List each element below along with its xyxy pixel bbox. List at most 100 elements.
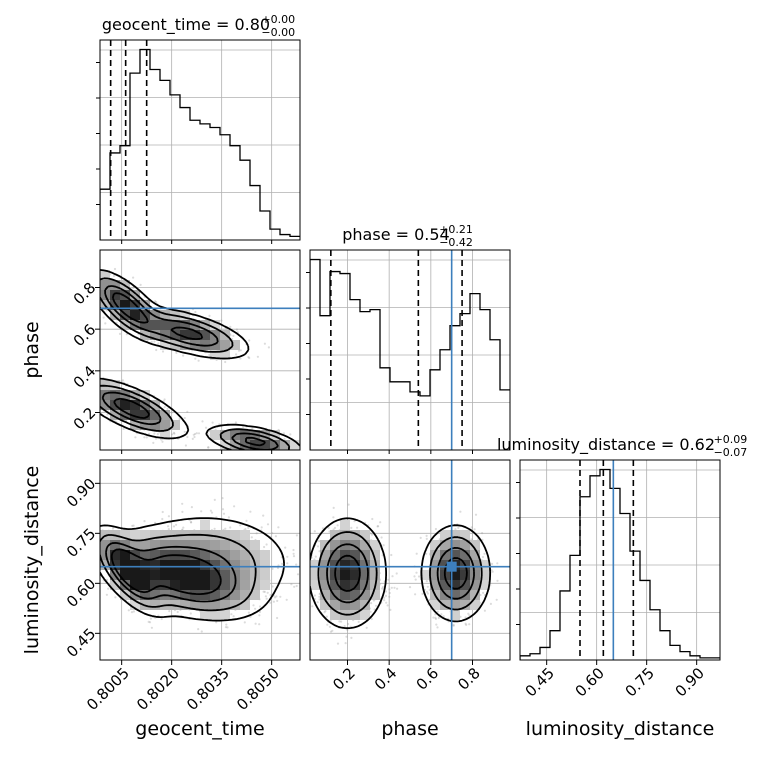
sample-point (194, 432, 197, 436)
sample-point (208, 314, 211, 317)
density-cell (440, 550, 450, 560)
sample-point (224, 360, 227, 364)
sample-point (239, 349, 242, 352)
density-cell (260, 580, 270, 590)
panel-frame (309, 249, 511, 451)
sample-point (283, 437, 286, 441)
sample-point (384, 594, 387, 598)
x-tick-label: 0.8005 (83, 664, 133, 714)
sample-point (491, 562, 494, 566)
panel-title: luminosity_distance = 0.62 (497, 435, 715, 455)
x-tick-label: 0.90 (672, 664, 708, 700)
density-cell (210, 430, 220, 440)
sample-point (388, 588, 391, 591)
density-cell (430, 550, 440, 560)
density-cell (220, 340, 230, 350)
density-cell (110, 300, 120, 310)
density-cell (180, 600, 190, 610)
density-cell (260, 430, 270, 440)
sample-point (380, 536, 383, 539)
density-cell (150, 590, 160, 600)
sample-point (213, 527, 216, 530)
density-cell (200, 540, 210, 550)
histogram-phase (310, 258, 510, 450)
sample-point (464, 616, 467, 619)
y-tick-label: 0.2 (70, 404, 100, 434)
density-cell (190, 550, 200, 560)
sample-point (329, 630, 333, 633)
sample-point (483, 609, 486, 612)
density-cell (340, 520, 350, 530)
density-cell (110, 390, 120, 400)
sample-point (229, 526, 232, 529)
density-cell (350, 600, 360, 610)
sample-point (131, 524, 134, 528)
sample-point (395, 572, 398, 575)
sample-point (127, 609, 130, 612)
density-cell (180, 570, 190, 580)
density-cell (340, 590, 350, 600)
density-cell (170, 540, 180, 550)
density-cell (200, 560, 210, 570)
sample-point (258, 623, 261, 626)
density-cell (140, 390, 150, 400)
density-cell (350, 570, 360, 580)
sample-point (467, 612, 470, 615)
density-cell (180, 320, 190, 330)
y-tick-label: 0.4 (70, 362, 100, 392)
sample-point (132, 276, 135, 279)
sample-point (313, 594, 316, 597)
sample-point (255, 532, 258, 535)
sample-point (175, 523, 178, 526)
x-tick-label: 0.45 (522, 664, 558, 700)
density-cell (180, 540, 190, 550)
sample-point (381, 587, 384, 590)
density-cell (120, 300, 130, 310)
sample-point (344, 642, 347, 645)
density-cell (450, 580, 460, 590)
density-cell (290, 440, 300, 450)
sample-point (452, 623, 455, 627)
density-cell (240, 590, 250, 600)
density-cell (210, 610, 220, 620)
sample-point (272, 600, 275, 603)
sample-point (282, 432, 285, 435)
density-cell (170, 330, 180, 340)
title-plus: +0.00 (261, 13, 295, 26)
density-cell (370, 590, 380, 600)
density-cell (450, 570, 460, 580)
density-cell (160, 310, 170, 320)
sample-point (155, 348, 158, 352)
sample-point (496, 579, 499, 582)
density-cell (330, 540, 340, 550)
sample-point (195, 432, 198, 435)
y-axis-label: phase (21, 321, 43, 378)
sample-point (178, 417, 181, 421)
sample-point (267, 346, 270, 349)
y-tick-label: 0.75 (63, 525, 99, 561)
sample-point (457, 526, 460, 530)
density-cell (320, 590, 330, 600)
sample-point (186, 410, 189, 413)
density-cell (340, 580, 350, 590)
sample-point (161, 517, 164, 521)
density-cell (120, 560, 130, 570)
density-cell (160, 530, 170, 540)
density-cell (480, 570, 490, 580)
sample-point (211, 421, 214, 424)
density-cell (330, 610, 340, 620)
sample-point (393, 586, 396, 589)
sample-point (172, 525, 176, 528)
contour-line (326, 543, 475, 604)
density-cell (130, 540, 140, 550)
density-cell (440, 600, 450, 610)
sample-point (295, 563, 298, 566)
density-cell (150, 310, 160, 320)
density-cell (440, 530, 450, 540)
sample-point (321, 527, 325, 530)
contour-line (100, 533, 257, 612)
density-cell (240, 560, 250, 570)
sample-point (235, 328, 238, 331)
sample-point (105, 578, 109, 582)
sample-point (224, 626, 228, 629)
